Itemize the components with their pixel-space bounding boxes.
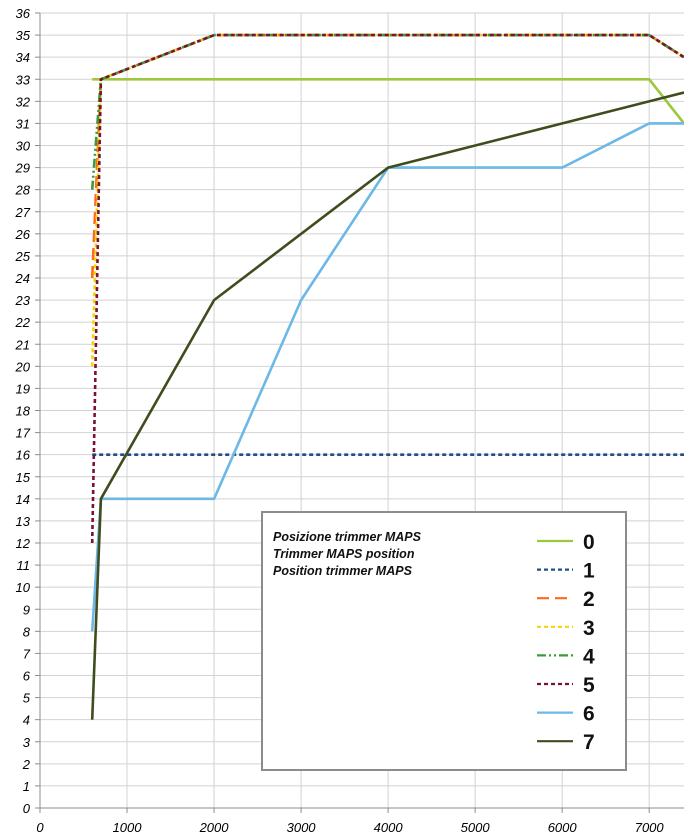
legend: Posizione trimmer MAPS Trimmer MAPS posit… (261, 511, 627, 771)
y-tick-label: 20 (15, 359, 31, 374)
y-tick-label: 21 (15, 337, 30, 352)
y-tick-label: 35 (16, 28, 31, 43)
y-tick-label: 32 (16, 94, 31, 109)
y-tick-label: 27 (15, 205, 31, 220)
y-tick-label: 19 (16, 381, 30, 396)
y-tick-label: 1 (23, 779, 30, 794)
y-tick-labels: 0123456789101112131415161718192021222324… (15, 6, 31, 816)
legend-label-0: 0 (583, 531, 595, 554)
legend-label-1: 1 (583, 560, 595, 583)
y-tick-label: 4 (23, 713, 30, 728)
legend-label-7: 7 (583, 731, 595, 754)
y-tick-label: 15 (16, 470, 31, 485)
series-line-6 (90, 122, 684, 632)
legend-title-line: Trimmer MAPS position (273, 547, 415, 561)
y-tick-label: 22 (15, 315, 31, 330)
y-tick-label: 7 (23, 646, 31, 661)
series-line-4 (90, 33, 684, 190)
y-tick-label: 0 (23, 801, 31, 816)
y-tick-label: 29 (15, 161, 30, 176)
x-tick-label: 3000 (287, 820, 317, 835)
legend-box (261, 511, 627, 771)
y-tick-label: 30 (16, 139, 31, 154)
y-tick-label: 28 (15, 183, 31, 198)
x-tick-label: 1000 (113, 820, 143, 835)
y-tick-label: 14 (16, 492, 30, 507)
y-tick-label: 23 (15, 293, 31, 308)
x-tick-labels: 0 1000 2000 3000 4000 5000 6000 7000 (36, 820, 664, 835)
legend-label-4: 4 (583, 645, 595, 668)
y-tick-label: 13 (16, 514, 31, 529)
y-tick-label: 24 (15, 271, 30, 286)
axes (35, 12, 684, 813)
x-tick-label: 2000 (199, 820, 230, 835)
y-tick-label: 8 (23, 624, 31, 639)
y-tick-label: 10 (16, 580, 31, 595)
y-tick-label: 34 (16, 50, 30, 65)
y-tick-label: 6 (23, 669, 31, 684)
y-tick-label: 5 (23, 691, 31, 706)
legend-title: Posizione trimmer MAPS Trimmer MAPS posit… (273, 530, 422, 578)
y-tick-label: 2 (22, 757, 31, 772)
y-tick-label: 3 (23, 735, 31, 750)
y-tick-label: 12 (16, 536, 31, 551)
y-tick-label: 16 (16, 448, 31, 463)
y-tick-label: 25 (15, 249, 31, 264)
y-tick-label: 9 (23, 602, 30, 617)
legend-entries: 0 1 2 3 4 5 6 7 (537, 531, 595, 754)
series-line-5 (90, 33, 684, 544)
x-tick-label: 6000 (548, 820, 578, 835)
y-tick-label: 31 (16, 116, 30, 131)
y-tick-label: 17 (16, 426, 31, 441)
x-tick-label: 7000 (635, 820, 665, 835)
x-tick-label: 5000 (461, 820, 491, 835)
legend-title-line: Position trimmer MAPS (273, 564, 413, 578)
series-lines (90, 33, 684, 720)
y-tick-label: 33 (16, 72, 31, 87)
legend-title-line: Posizione trimmer MAPS (273, 530, 422, 544)
x-tick-label: 4000 (374, 820, 404, 835)
x-tick-label: 0 (36, 820, 44, 835)
y-tick-label: 26 (15, 227, 31, 242)
y-tick-label: 11 (17, 558, 31, 573)
legend-label-6: 6 (583, 703, 595, 726)
legend-label-5: 5 (583, 674, 595, 697)
legend-label-2: 2 (583, 588, 595, 611)
y-tick-label: 18 (16, 404, 31, 419)
series-line-7 (90, 91, 684, 720)
legend-label-3: 3 (583, 617, 595, 640)
y-tick-label: 36 (16, 6, 31, 21)
series-line-0 (92, 78, 684, 125)
